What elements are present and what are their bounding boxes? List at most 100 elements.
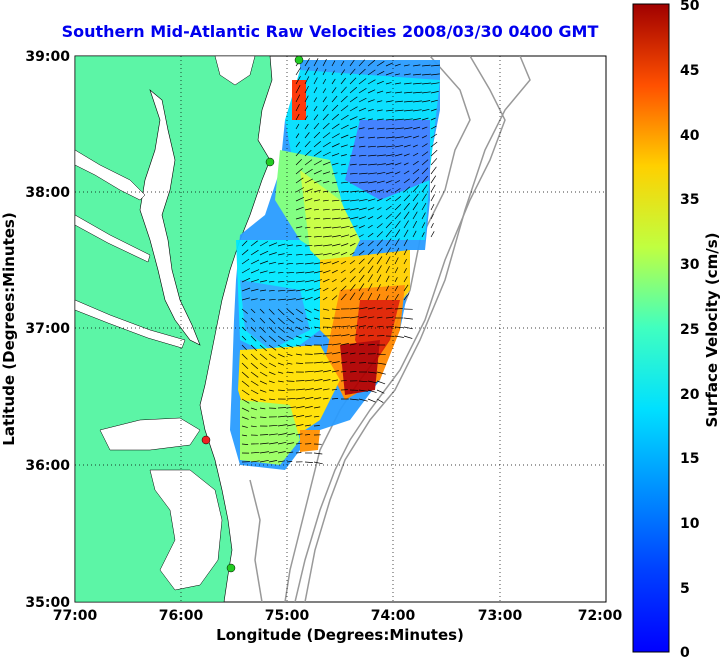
velocity-arrow xyxy=(376,70,385,76)
velocity-arrow xyxy=(331,388,338,391)
velocity-arrow xyxy=(349,252,355,256)
velocity-arrow xyxy=(367,224,373,229)
velocity-arrow xyxy=(340,343,349,346)
velocity-arrow xyxy=(358,145,366,148)
velocity-arrow xyxy=(331,226,341,229)
velocity-arrow xyxy=(322,308,330,311)
velocity-arrow xyxy=(322,122,330,130)
velocity-arrow xyxy=(304,123,309,130)
velocity-arrow xyxy=(268,460,278,463)
velocity-arrow xyxy=(403,100,413,103)
velocity-arrow xyxy=(277,308,285,316)
velocity-arrow xyxy=(394,188,401,193)
velocity-arrow xyxy=(412,91,422,94)
velocity-arrow xyxy=(295,168,303,175)
velocity-arrow xyxy=(313,150,322,157)
chart-title: Southern Mid-Atlantic Raw Velocities 200… xyxy=(61,22,599,41)
velocity-arrow xyxy=(340,199,350,202)
velocity-arrow xyxy=(376,145,386,148)
station-marker-mid[interactable] xyxy=(265,157,275,167)
velocity-arrow xyxy=(358,292,364,301)
velocity-arrow xyxy=(331,295,338,301)
velocity-arrow xyxy=(241,297,250,301)
velocity-arrow xyxy=(367,136,376,139)
velocity-arrow xyxy=(349,307,359,310)
velocity-arrow xyxy=(295,397,305,400)
velocity-arrow xyxy=(421,193,427,202)
velocity-arrow xyxy=(259,434,269,436)
velocity-arrow xyxy=(358,274,365,283)
velocity-arrow xyxy=(286,344,294,348)
station-marker-south[interactable] xyxy=(201,435,211,445)
velocity-arrow xyxy=(340,277,347,283)
velocity-arrow xyxy=(349,371,357,373)
velocity-arrow xyxy=(277,371,284,374)
velocity-arrow xyxy=(349,77,357,85)
velocity-arrow xyxy=(358,242,364,247)
velocity-arrow xyxy=(385,265,390,274)
velocity-arrow xyxy=(385,189,391,193)
velocity-arrow xyxy=(331,278,337,283)
velocity-arrow xyxy=(259,335,267,343)
velocity-arrow xyxy=(421,117,429,121)
velocity-arrow xyxy=(322,370,332,373)
velocity-arrow xyxy=(421,202,427,211)
velocity-arrow xyxy=(376,380,386,385)
velocity-arrow xyxy=(430,73,440,76)
velocity-arrow xyxy=(376,189,384,193)
velocity-arrow xyxy=(313,244,323,247)
velocity-arrow xyxy=(259,389,267,393)
velocity-arrow xyxy=(304,76,310,85)
velocity-arrow xyxy=(295,177,304,184)
velocity-arrow xyxy=(304,198,313,202)
velocity-arrow xyxy=(295,187,304,193)
velocity-arrow xyxy=(259,459,269,463)
x-tick-label: 75:00 xyxy=(265,608,310,624)
velocity-arrow xyxy=(277,289,286,292)
velocity-arrow xyxy=(286,289,296,292)
velocity-arrow xyxy=(376,207,382,211)
velocity-arrow xyxy=(403,326,413,330)
colorbar-tick-label: 25 xyxy=(680,322,699,338)
velocity-arrow xyxy=(340,243,349,247)
velocity-arrow xyxy=(295,406,305,409)
velocity-arrow xyxy=(367,163,377,166)
velocity-arrow xyxy=(250,362,259,370)
velocity-arrow xyxy=(358,163,368,166)
velocity-arrow xyxy=(259,407,266,410)
velocity-arrow xyxy=(250,451,260,454)
velocity-arrow xyxy=(385,205,392,211)
velocity-arrow xyxy=(259,442,269,445)
velocity-arrow xyxy=(304,271,314,274)
station-marker-far-south[interactable] xyxy=(226,563,236,573)
velocity-arrow xyxy=(403,153,410,157)
velocity-arrow xyxy=(340,225,350,229)
velocity-arrow xyxy=(331,334,341,337)
velocity-arrow xyxy=(358,127,365,130)
colorbar-tick-label: 50 xyxy=(680,0,700,14)
velocity-arrow xyxy=(241,362,249,370)
velocity-arrow xyxy=(403,293,410,301)
velocity-arrow xyxy=(322,88,327,94)
velocity-arrow xyxy=(322,217,331,220)
velocity-arrow xyxy=(331,199,340,202)
velocity-arrow xyxy=(304,115,308,121)
velocity-arrow xyxy=(385,145,395,148)
velocity-arrow xyxy=(313,308,320,312)
colorbar-tick-label: 30 xyxy=(680,257,700,273)
velocity-arrow xyxy=(277,407,287,409)
velocity-arrow xyxy=(403,317,413,320)
velocity-arrow xyxy=(340,285,347,292)
station-marker-north[interactable] xyxy=(294,56,304,65)
velocity-arrow xyxy=(322,226,332,229)
velocity-arrow xyxy=(313,262,323,265)
velocity-arrow xyxy=(403,248,408,256)
velocity-arrow xyxy=(340,172,348,175)
velocity-arrow xyxy=(331,343,341,346)
velocity-arrow xyxy=(358,181,368,184)
velocity-arrow xyxy=(403,194,411,202)
velocity-arrow xyxy=(349,343,357,346)
velocity-arrow xyxy=(322,171,331,175)
velocity-arrow xyxy=(313,415,320,418)
velocity-arrow xyxy=(277,280,285,283)
